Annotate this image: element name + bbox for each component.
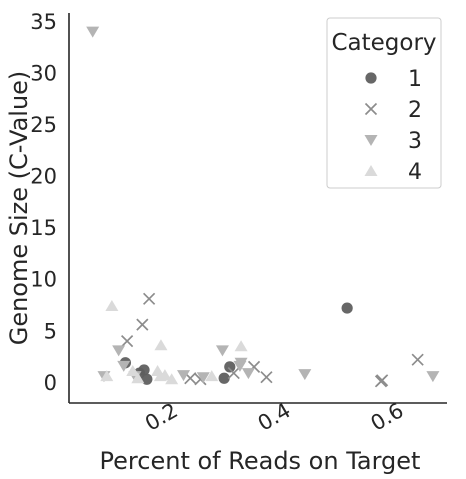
point-cat-3 [177, 370, 191, 382]
legend-frame [326, 17, 442, 189]
y-tick-label: 35 [30, 10, 57, 34]
legend-items: 1 2 3 4 [364, 67, 422, 185]
point-cat-3 [234, 357, 248, 369]
point-cat-3 [86, 26, 100, 38]
data-points [86, 26, 440, 388]
point-cat-4 [158, 369, 172, 381]
point-cat-3 [196, 372, 210, 384]
point-cat-3 [112, 345, 126, 357]
point-cat-2 [376, 374, 389, 387]
point-cat-4 [205, 370, 219, 382]
point-cat-2 [411, 353, 424, 366]
point-cat-4 [165, 373, 179, 385]
point-cat-4 [154, 339, 168, 351]
legend-title: Category [331, 30, 436, 56]
point-cat-1 [224, 361, 236, 373]
point-cat-2 [136, 318, 149, 331]
legend-marker-1 [365, 72, 377, 84]
x-tick-label: 0.4 [254, 398, 295, 435]
legend: Category 1 2 3 4 [326, 17, 442, 189]
y-tick-label: 30 [30, 61, 57, 85]
legend-label: 1 [408, 67, 422, 92]
y-tick-label: 25 [30, 113, 57, 137]
point-cat-2 [143, 292, 156, 305]
y-tick-label: 10 [30, 268, 57, 292]
y-tick-label: 5 [44, 319, 57, 343]
point-cat-1 [138, 364, 150, 376]
legend-marker-4 [364, 165, 378, 176]
point-cat-2 [121, 334, 134, 348]
point-cat-2 [260, 371, 273, 384]
y-tick-labels: 0 5 10 15 20 25 30 35 [30, 10, 57, 395]
point-cat-3 [426, 371, 440, 383]
x-axis-label: Percent of Reads on Target [100, 447, 421, 475]
point-cat-3 [241, 368, 255, 380]
legend-label: 3 [408, 129, 422, 154]
legend-marker-2 [364, 102, 378, 116]
legend-label: 2 [408, 98, 422, 123]
y-tick-label: 15 [30, 216, 57, 240]
x-tick-label: 0.6 [367, 398, 408, 435]
point-cat-4 [131, 372, 145, 384]
point-cat-1 [218, 372, 230, 384]
point-cat-1 [341, 302, 353, 314]
point-cat-3 [298, 369, 312, 381]
y-axis-label: Genome Size (C-Value) [5, 71, 33, 346]
point-cat-4 [100, 370, 114, 382]
x-tick-label: 0.2 [141, 398, 182, 435]
point-cat-3 [215, 345, 229, 357]
x-tick-labels: 0.2 0.4 0.6 [141, 398, 408, 435]
point-cat-1 [141, 373, 153, 385]
point-cat-3 [117, 360, 131, 372]
y-tick-label: 0 [44, 371, 57, 395]
point-cat-4 [126, 365, 140, 377]
legend-marker-3 [364, 135, 378, 146]
y-tick-label: 20 [30, 165, 57, 189]
point-cat-4 [234, 340, 248, 352]
point-cat-2 [227, 366, 240, 380]
point-cat-4 [105, 300, 119, 312]
legend-label: 4 [408, 160, 422, 185]
